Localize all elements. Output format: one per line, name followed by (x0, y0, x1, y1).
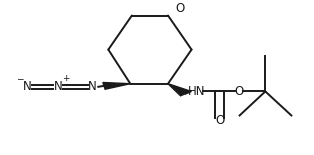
Text: N: N (54, 80, 62, 93)
Text: O: O (215, 114, 225, 127)
Polygon shape (103, 82, 130, 89)
Text: O: O (175, 2, 184, 15)
Text: N: N (88, 80, 97, 93)
Text: −: − (16, 74, 23, 83)
Text: HN: HN (187, 85, 205, 98)
Text: N: N (23, 80, 32, 93)
Text: O: O (235, 85, 244, 98)
Text: +: + (62, 74, 70, 83)
Polygon shape (168, 84, 191, 96)
